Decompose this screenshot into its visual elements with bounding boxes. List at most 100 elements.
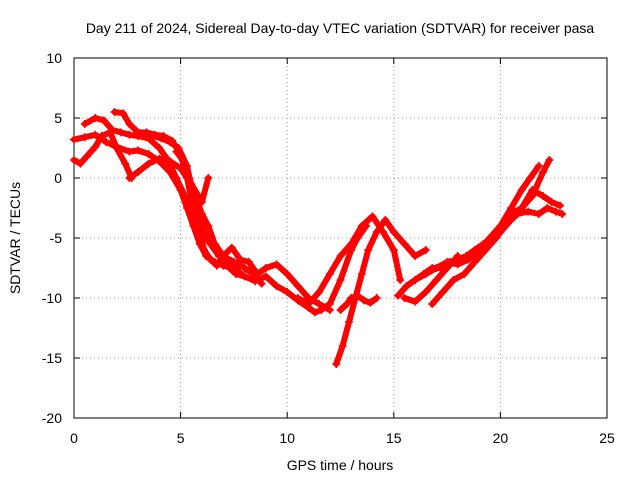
data-point bbox=[396, 276, 405, 284]
data-point bbox=[91, 142, 100, 151]
data-point bbox=[101, 138, 110, 146]
series-trace bbox=[71, 131, 235, 271]
y-tick-label: -10 bbox=[42, 290, 62, 306]
data-point bbox=[332, 360, 341, 368]
data-point bbox=[204, 222, 213, 230]
data-point bbox=[261, 264, 270, 272]
data-point bbox=[251, 277, 260, 286]
data-point bbox=[261, 272, 270, 281]
data-point bbox=[524, 207, 533, 216]
data-point bbox=[80, 133, 89, 142]
data-point bbox=[411, 252, 420, 260]
data-point bbox=[283, 288, 292, 296]
data-point bbox=[325, 270, 334, 278]
data-point bbox=[131, 129, 140, 138]
data-point bbox=[366, 298, 375, 307]
data-point bbox=[551, 207, 560, 216]
data-point bbox=[112, 144, 121, 152]
data-point bbox=[558, 210, 567, 218]
data-point bbox=[317, 306, 326, 314]
x-tick-label: 25 bbox=[599, 430, 615, 446]
data-point bbox=[210, 240, 219, 248]
y-tick-label: 5 bbox=[54, 110, 62, 126]
data-point bbox=[229, 264, 238, 272]
data-point bbox=[249, 270, 258, 278]
data-point bbox=[539, 192, 548, 200]
series-trace bbox=[429, 205, 566, 307]
data-point bbox=[219, 252, 228, 260]
data-point bbox=[165, 157, 174, 166]
data-point bbox=[178, 156, 187, 164]
data-point bbox=[496, 222, 505, 230]
data-point bbox=[125, 147, 134, 156]
data-point bbox=[347, 294, 356, 302]
data-point bbox=[475, 246, 484, 254]
data-point bbox=[517, 186, 526, 194]
data-point bbox=[304, 300, 313, 308]
data-point bbox=[421, 270, 430, 278]
data-point bbox=[172, 147, 181, 156]
series-arc-9 bbox=[293, 212, 405, 308]
data-point bbox=[157, 134, 166, 143]
data-point bbox=[507, 204, 516, 212]
data-point bbox=[453, 260, 462, 269]
data-point bbox=[99, 116, 108, 125]
x-tick-label: 5 bbox=[177, 430, 185, 446]
data-point bbox=[359, 296, 368, 305]
data-point bbox=[82, 152, 91, 161]
data-point bbox=[206, 255, 215, 264]
data-point bbox=[421, 288, 430, 296]
data-point bbox=[155, 144, 164, 152]
data-point bbox=[464, 255, 473, 264]
data-point bbox=[394, 291, 403, 300]
data-point bbox=[125, 174, 134, 182]
y-tick-label: 10 bbox=[46, 50, 62, 66]
series-arc-16 bbox=[411, 162, 543, 284]
data-point bbox=[133, 168, 142, 176]
x-tick-label: 0 bbox=[70, 430, 78, 446]
data-point bbox=[338, 342, 347, 350]
data-point bbox=[119, 109, 128, 118]
data-point bbox=[411, 297, 420, 306]
y-axis-tick-labels: -20 -15 -10 -5 0 5 10 bbox=[42, 50, 62, 426]
x-tick-label: 10 bbox=[279, 430, 295, 446]
data-point bbox=[368, 212, 377, 221]
data-point bbox=[539, 168, 548, 176]
data-point bbox=[526, 174, 535, 182]
data-point bbox=[293, 294, 302, 302]
data-point bbox=[97, 132, 106, 140]
data-point bbox=[400, 294, 409, 302]
data-point bbox=[116, 128, 125, 137]
series-arc-14 bbox=[428, 204, 567, 308]
data-point bbox=[110, 108, 119, 116]
data-point bbox=[432, 276, 441, 284]
data-point bbox=[336, 252, 345, 260]
ticks-layer bbox=[73, 57, 608, 419]
data-point bbox=[91, 114, 100, 122]
data-point bbox=[212, 261, 221, 270]
data-point bbox=[125, 130, 134, 139]
x-axis-tick-labels: 0 5 10 15 20 25 bbox=[70, 430, 615, 446]
data-point bbox=[140, 130, 149, 139]
data-point bbox=[227, 243, 236, 252]
data-point bbox=[144, 150, 153, 158]
data-point bbox=[108, 126, 117, 134]
series-trace bbox=[173, 148, 265, 287]
data-point bbox=[357, 222, 366, 230]
data-point bbox=[421, 246, 430, 254]
data-point bbox=[342, 300, 351, 308]
data-point bbox=[534, 162, 543, 170]
data-point bbox=[191, 192, 200, 200]
data-point bbox=[400, 240, 409, 248]
y-tick-label: -5 bbox=[50, 230, 63, 246]
plot-frame bbox=[73, 57, 608, 419]
data-point bbox=[70, 135, 78, 144]
data-point bbox=[357, 270, 366, 278]
data-point bbox=[428, 300, 437, 308]
data-point bbox=[80, 120, 89, 128]
data-point bbox=[443, 258, 452, 266]
data-point bbox=[325, 300, 334, 308]
data-point bbox=[240, 272, 249, 281]
data-point bbox=[336, 306, 345, 314]
series-arc-10 bbox=[332, 216, 430, 368]
